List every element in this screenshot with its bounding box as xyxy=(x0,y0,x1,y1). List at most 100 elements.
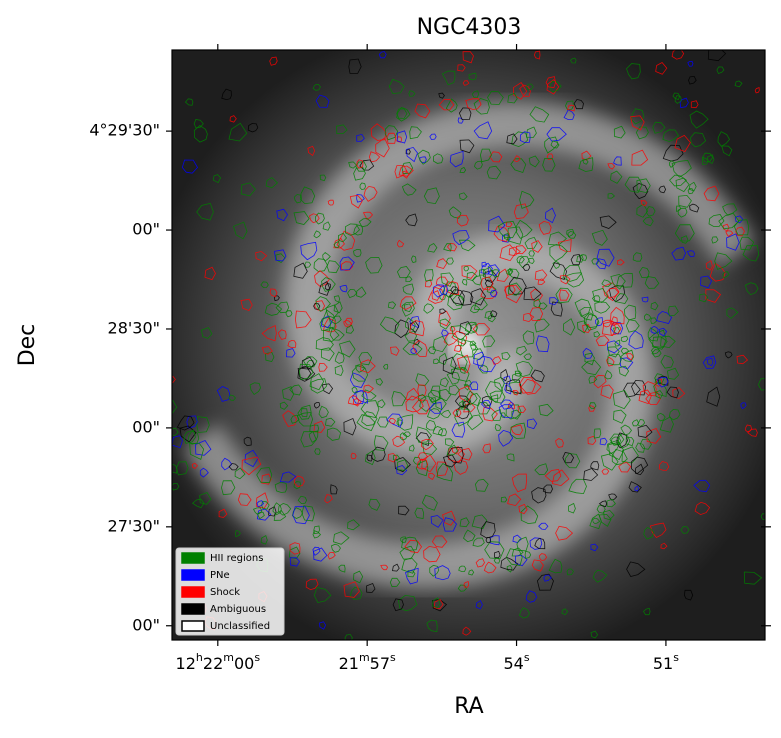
region-contour xyxy=(618,365,630,377)
region-contour xyxy=(589,402,597,409)
region-contour xyxy=(706,357,714,367)
region-contour xyxy=(336,124,348,134)
region-contour xyxy=(500,496,508,503)
region-contour xyxy=(523,286,542,301)
region-contour xyxy=(644,276,660,289)
region-contour xyxy=(471,514,488,530)
y-tick-label: 00" xyxy=(132,615,160,634)
region-contour xyxy=(736,354,749,365)
region-contour xyxy=(473,98,490,115)
region-contour xyxy=(584,352,595,366)
region-contour xyxy=(456,214,469,227)
region-contour xyxy=(606,498,616,508)
region-contour xyxy=(470,304,481,314)
region-contour xyxy=(506,133,518,145)
region-contour xyxy=(579,307,594,321)
region-contour xyxy=(588,405,596,412)
region-contour xyxy=(587,435,597,445)
region-contour xyxy=(503,375,511,385)
region-contour xyxy=(333,301,343,314)
region-contour xyxy=(745,424,753,433)
region-contour xyxy=(228,463,239,471)
region-contour xyxy=(508,268,520,280)
region-contour xyxy=(592,569,608,583)
region-contour xyxy=(300,408,308,418)
region-contour xyxy=(668,160,676,168)
region-contour xyxy=(528,155,540,168)
region-contour xyxy=(735,226,745,237)
region-contour xyxy=(757,378,765,391)
region-contour xyxy=(458,239,476,252)
region-contour xyxy=(645,391,661,405)
region-contour xyxy=(172,427,179,436)
region-contour xyxy=(516,345,528,356)
region-contour xyxy=(466,390,478,406)
region-contour xyxy=(392,435,405,448)
region-contour xyxy=(408,90,416,97)
region-contour xyxy=(678,194,692,208)
region-contour xyxy=(423,187,440,205)
region-contour xyxy=(449,150,464,168)
region-contour xyxy=(392,598,404,612)
region-contour xyxy=(623,382,641,398)
region-contour xyxy=(325,417,336,427)
region-contour xyxy=(285,348,296,358)
region-contour xyxy=(473,121,493,140)
region-contour xyxy=(319,316,331,332)
region-contour xyxy=(445,98,458,113)
region-contour xyxy=(297,365,316,382)
region-contour xyxy=(279,401,289,410)
region-contour xyxy=(543,574,552,582)
region-contour xyxy=(617,433,631,449)
region-contour xyxy=(642,216,654,227)
region-contour xyxy=(212,174,222,184)
region-contour xyxy=(362,211,374,220)
region-contour xyxy=(441,70,456,86)
region-contour xyxy=(634,485,640,492)
region-contour xyxy=(493,550,501,559)
region-contour xyxy=(534,463,549,476)
region-contour xyxy=(598,514,612,527)
x-tick-label: 12h22m00s xyxy=(176,651,261,673)
region-contour xyxy=(662,144,684,162)
region-contour xyxy=(474,478,489,492)
region-contour xyxy=(337,232,348,243)
region-contour xyxy=(538,522,549,530)
region-contour xyxy=(722,223,730,232)
region-contour xyxy=(671,50,685,60)
region-contour xyxy=(440,272,454,287)
region-contour xyxy=(655,61,668,75)
region-contour xyxy=(199,492,212,505)
region-contour xyxy=(680,526,690,534)
region-contour xyxy=(365,257,383,274)
region-contour xyxy=(387,301,397,309)
region-contour xyxy=(515,219,533,239)
region-contour xyxy=(602,319,611,328)
region-contour xyxy=(484,269,498,284)
region-contour xyxy=(427,346,437,355)
legend-label: HII regions xyxy=(210,553,263,564)
region-contour xyxy=(626,561,646,577)
region-contour xyxy=(578,157,594,172)
region-contour xyxy=(297,404,312,420)
region-contour xyxy=(327,199,335,206)
region-contour xyxy=(191,462,198,470)
region-contour xyxy=(581,150,592,161)
region-contour xyxy=(504,285,516,296)
region-contour xyxy=(508,276,527,295)
region-contour xyxy=(417,149,431,165)
region-contour xyxy=(601,279,612,288)
region-contour xyxy=(516,536,529,552)
region-contour xyxy=(596,504,606,514)
region-contour xyxy=(687,60,694,67)
region-contour xyxy=(261,473,272,485)
region-contour xyxy=(338,564,346,573)
region-contour xyxy=(507,226,524,245)
region-contour xyxy=(411,255,417,263)
region-contour xyxy=(611,448,628,466)
region-contour xyxy=(312,530,322,539)
region-contour xyxy=(546,153,554,160)
region-contour xyxy=(612,409,627,424)
region-contour xyxy=(431,535,448,548)
region-contour xyxy=(176,415,195,431)
